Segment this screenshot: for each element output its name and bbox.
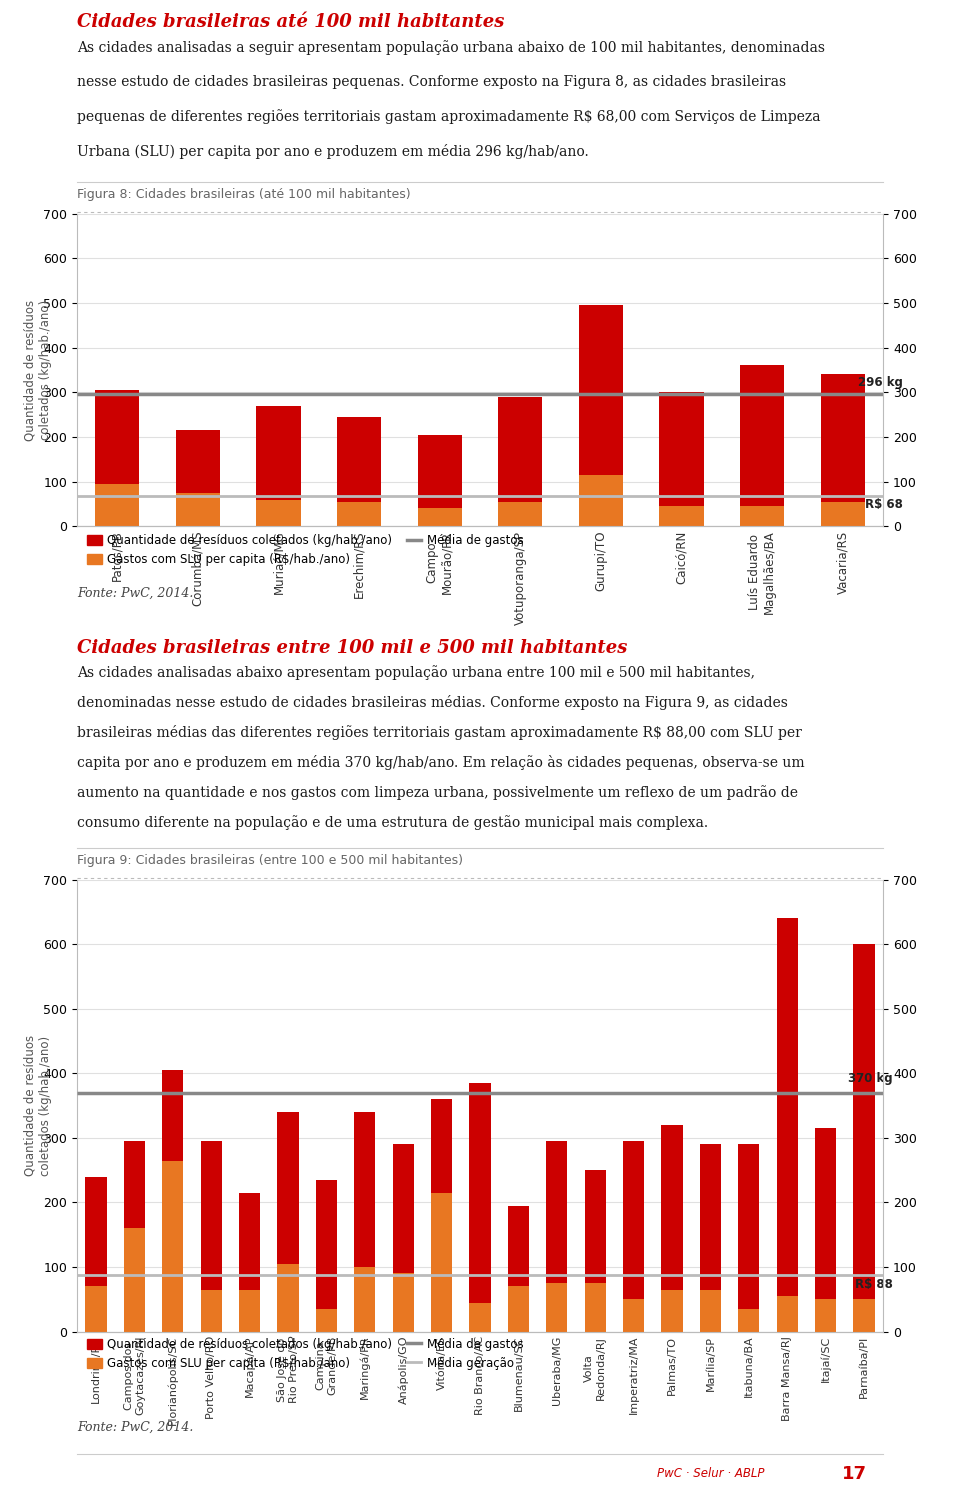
Bar bbox=[738, 1145, 759, 1332]
Text: R$ 88: R$ 88 bbox=[855, 1278, 893, 1291]
Bar bbox=[661, 1126, 683, 1332]
Bar bbox=[316, 1179, 337, 1332]
Bar bbox=[201, 1290, 222, 1332]
Bar bbox=[95, 484, 139, 527]
Bar bbox=[777, 918, 798, 1332]
Text: As cidades analisadas a seguir apresentam população urbana abaixo de 100 mil hab: As cidades analisadas a seguir apresenta… bbox=[77, 40, 825, 55]
Bar bbox=[579, 305, 623, 527]
Bar bbox=[508, 1206, 529, 1332]
Y-axis label: Quantidade de resíduos
coletados (kg/hab./ano): Quantidade de resíduos coletados (kg/hab… bbox=[24, 300, 52, 440]
Bar bbox=[85, 1287, 107, 1332]
Legend: Quantidade de resíduos coletados (kg/hab./ano), Gastos com SLU per capita (R$/ha: Quantidade de resíduos coletados (kg/hab… bbox=[83, 1333, 528, 1375]
Bar bbox=[660, 506, 704, 527]
Text: capita por ano e produzem em média 370 kg/hab/ano. Em relação às cidades pequena: capita por ano e produzem em média 370 k… bbox=[77, 755, 804, 770]
Text: 17: 17 bbox=[842, 1465, 867, 1483]
Text: Fonte: PwC, 2014.: Fonte: PwC, 2014. bbox=[77, 1421, 193, 1433]
Bar bbox=[700, 1145, 721, 1332]
Text: R$ 68: R$ 68 bbox=[866, 499, 903, 511]
Bar bbox=[740, 366, 784, 527]
Bar bbox=[546, 1141, 567, 1332]
Bar bbox=[815, 1129, 836, 1332]
Bar bbox=[546, 1282, 567, 1332]
Bar bbox=[162, 1070, 183, 1332]
Bar bbox=[176, 430, 220, 527]
Bar bbox=[740, 506, 784, 527]
Text: Cidades brasileiras até 100 mil habitantes: Cidades brasileiras até 100 mil habitant… bbox=[77, 13, 504, 31]
Bar bbox=[469, 1082, 491, 1332]
Bar bbox=[498, 397, 542, 527]
Bar bbox=[316, 1309, 337, 1332]
Bar bbox=[738, 1309, 759, 1332]
Bar bbox=[498, 502, 542, 527]
Bar bbox=[508, 1287, 529, 1332]
Bar bbox=[853, 1299, 875, 1332]
Bar bbox=[623, 1141, 644, 1332]
Bar bbox=[660, 393, 704, 527]
Text: aumento na quantidade e nos gastos com limpeza urbana, possivelmente um reflexo : aumento na quantidade e nos gastos com l… bbox=[77, 785, 798, 800]
Bar bbox=[85, 1176, 107, 1332]
Text: 296 kg: 296 kg bbox=[858, 376, 903, 388]
Bar bbox=[337, 417, 381, 527]
Bar bbox=[821, 502, 865, 527]
Bar bbox=[95, 390, 139, 527]
Bar bbox=[853, 944, 875, 1332]
Bar bbox=[162, 1160, 183, 1332]
Text: As cidades analisadas abaixo apresentam população urbana entre 100 mil e 500 mil: As cidades analisadas abaixo apresentam … bbox=[77, 666, 755, 681]
Text: Urbana (SLU) per capita por ano e produzem em média 296 kg/hab/ano.: Urbana (SLU) per capita por ano e produz… bbox=[77, 143, 588, 160]
Bar bbox=[337, 502, 381, 527]
Text: PwC · Selur · ABLP: PwC · Selur · ABLP bbox=[658, 1468, 765, 1480]
Bar bbox=[124, 1141, 145, 1332]
Bar bbox=[623, 1299, 644, 1332]
Bar bbox=[354, 1268, 375, 1332]
Legend: Quantidade de resíduos coletados (kg/hab./ano), Gastos com SLU per capita (R$/ha: Quantidade de resíduos coletados (kg/hab… bbox=[83, 530, 528, 570]
Text: pequenas de diferentes regiões territoriais gastam aproximadamente R$ 68,00 com : pequenas de diferentes regiões territori… bbox=[77, 109, 820, 124]
Bar bbox=[277, 1263, 299, 1332]
Bar bbox=[418, 509, 462, 527]
Bar bbox=[393, 1145, 414, 1332]
Text: 370 kg: 370 kg bbox=[849, 1072, 893, 1085]
Bar bbox=[661, 1290, 683, 1332]
Text: Fonte: PwC, 2014.: Fonte: PwC, 2014. bbox=[77, 587, 193, 600]
Bar bbox=[469, 1302, 491, 1332]
Text: denominadas nesse estudo de cidades brasileiras médias. Conforme exposto na Figu: denominadas nesse estudo de cidades bras… bbox=[77, 696, 787, 711]
Text: Figura 9: Cidades brasileiras (entre 100 e 500 mil habitantes): Figura 9: Cidades brasileiras (entre 100… bbox=[77, 854, 463, 867]
Bar bbox=[176, 493, 220, 527]
Bar bbox=[256, 500, 300, 527]
Y-axis label: Quantidade de resíduos
coletados (kg/hab./ano): Quantidade de resíduos coletados (kg/hab… bbox=[24, 1035, 52, 1176]
Text: brasileiras médias das diferentes regiões territoriais gastam aproximadamente R$: brasileiras médias das diferentes regiõe… bbox=[77, 726, 802, 741]
Bar bbox=[354, 1112, 375, 1332]
Bar bbox=[239, 1193, 260, 1332]
Bar bbox=[418, 434, 462, 527]
Bar bbox=[700, 1290, 721, 1332]
Bar bbox=[256, 406, 300, 527]
Bar bbox=[821, 375, 865, 527]
Bar bbox=[393, 1274, 414, 1332]
Text: consumo diferente na população e de uma estrutura de gestão municipal mais compl: consumo diferente na população e de uma … bbox=[77, 815, 708, 830]
Bar bbox=[579, 475, 623, 527]
Text: Cidades brasileiras entre 100 mil e 500 mil habitantes: Cidades brasileiras entre 100 mil e 500 … bbox=[77, 639, 627, 657]
Bar bbox=[815, 1299, 836, 1332]
Bar bbox=[124, 1229, 145, 1332]
Bar bbox=[277, 1112, 299, 1332]
Bar bbox=[585, 1282, 606, 1332]
Text: nesse estudo de cidades brasileiras pequenas. Conforme exposto na Figura 8, as c: nesse estudo de cidades brasileiras pequ… bbox=[77, 75, 786, 88]
Bar bbox=[777, 1296, 798, 1332]
Bar bbox=[431, 1193, 452, 1332]
Bar bbox=[585, 1171, 606, 1332]
Bar bbox=[431, 1099, 452, 1332]
Bar bbox=[201, 1141, 222, 1332]
Text: Figura 8: Cidades brasileiras (até 100 mil habitantes): Figura 8: Cidades brasileiras (até 100 m… bbox=[77, 188, 411, 202]
Bar bbox=[239, 1290, 260, 1332]
